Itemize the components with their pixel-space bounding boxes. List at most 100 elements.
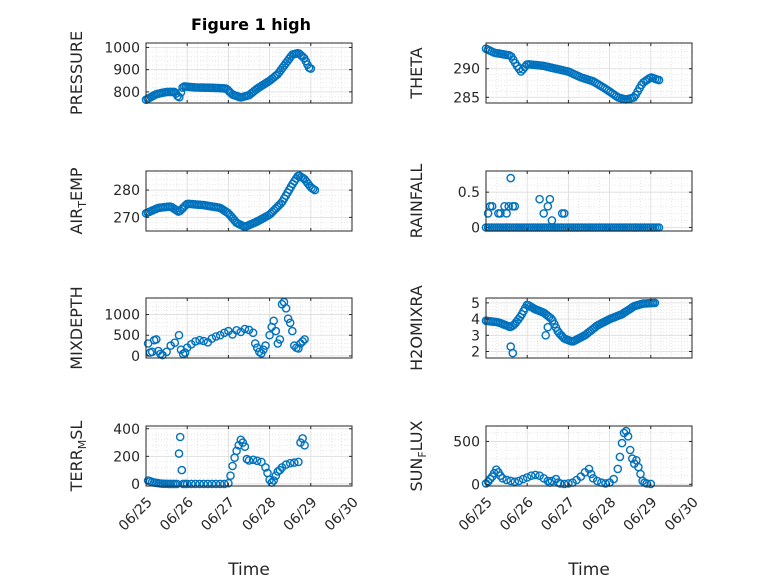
grid xyxy=(146,297,352,358)
data-point xyxy=(283,314,293,324)
data-point xyxy=(242,454,252,464)
data-point xyxy=(543,476,553,486)
data-point xyxy=(191,337,200,346)
y-axis-label-tail: SL xyxy=(67,421,86,440)
x-tick-label: 06/26 xyxy=(497,494,537,534)
y-tick-label: 270 xyxy=(113,210,140,226)
data-point xyxy=(560,209,569,218)
x-tick-label: 06/29 xyxy=(281,494,321,534)
data-point xyxy=(294,344,303,353)
axes-box xyxy=(145,297,353,359)
data-point xyxy=(211,479,221,489)
data-point xyxy=(518,474,528,484)
data-point xyxy=(240,324,250,334)
data-point xyxy=(584,464,594,474)
data-point xyxy=(545,194,555,204)
data-point xyxy=(506,173,516,183)
data-point xyxy=(527,471,536,481)
data-point xyxy=(504,201,514,211)
subplot-3: 270 280 AIRTEMP xyxy=(67,167,353,235)
data-point xyxy=(294,457,303,467)
data-point xyxy=(265,330,274,340)
y-axis-label: TERRMSL xyxy=(67,421,89,493)
data-point xyxy=(308,184,318,194)
data-point xyxy=(269,476,279,485)
data-point xyxy=(496,471,505,481)
y-axis-label-main: PRESSURE xyxy=(67,31,86,115)
y-axis-label-tail: EMP xyxy=(67,167,86,201)
data-point xyxy=(543,322,553,332)
data-point xyxy=(175,432,185,442)
data-point xyxy=(170,338,180,348)
y-axis-label: H2OMIXRA xyxy=(407,285,426,371)
x-axis-label: Time xyxy=(567,560,610,580)
data-point xyxy=(271,471,281,481)
data-point xyxy=(564,479,573,488)
data-point xyxy=(541,330,551,340)
data-point xyxy=(240,442,250,452)
y-axis-label-sub: M xyxy=(76,440,89,450)
subplot-7: 0 200 400 06/25 06/26 06/27 06/28 06/29 06/30 Tim… xyxy=(67,421,362,580)
data-point xyxy=(203,479,213,489)
data-point xyxy=(281,460,291,469)
data-point xyxy=(275,335,285,344)
data-point xyxy=(151,335,161,344)
data-series xyxy=(143,297,309,360)
data-point xyxy=(617,438,627,448)
y-tick-label: 900 xyxy=(113,63,140,79)
axes-box xyxy=(485,42,693,104)
y-tick-label: 0 xyxy=(471,477,480,493)
data-point xyxy=(232,325,241,335)
data-series xyxy=(481,426,656,489)
y-axis-label: AIRTEMP xyxy=(67,167,89,234)
y-tick-label: 285 xyxy=(453,90,480,106)
y-tick-label: 500 xyxy=(113,328,140,344)
data-point xyxy=(285,458,295,468)
data-point xyxy=(654,75,664,85)
y-tick-label: 2 xyxy=(471,345,480,361)
x-tick-label: 06/26 xyxy=(157,494,197,534)
data-series xyxy=(141,171,320,232)
y-tick-label: 0 xyxy=(471,220,480,236)
data-point xyxy=(211,332,221,341)
grid xyxy=(486,298,692,359)
y-tick-label: 5 xyxy=(471,296,480,312)
y-tick-label: 800 xyxy=(113,85,140,101)
data-point xyxy=(287,326,297,336)
data-point xyxy=(628,454,637,463)
data-series xyxy=(481,44,664,104)
data-point xyxy=(531,470,540,480)
subplot-1: 800 900 1000 PRESSURE xyxy=(67,31,353,115)
data-point xyxy=(261,341,270,350)
data-point xyxy=(539,209,549,218)
data-point xyxy=(300,440,309,450)
axes-box xyxy=(485,170,693,232)
data-point xyxy=(199,479,208,489)
y-axis-label: RAINFALL xyxy=(407,164,426,239)
axes-box xyxy=(485,425,693,487)
y-tick-label: 1000 xyxy=(104,40,140,56)
subplot-5: 0 500 1000 MIXDEPTH xyxy=(67,286,353,370)
grid xyxy=(146,42,352,103)
data-point xyxy=(248,328,258,338)
y-tick-label: 0.5 xyxy=(458,185,480,201)
x-tick-label: 06/28 xyxy=(580,494,620,534)
data-point xyxy=(609,474,619,484)
axes-box xyxy=(145,42,353,104)
data-point xyxy=(219,328,229,338)
data-point xyxy=(514,476,524,486)
data-point xyxy=(289,458,299,467)
data-point xyxy=(147,347,157,357)
y-axis-label: PRESSURE xyxy=(67,31,86,115)
x-axis-label: Time xyxy=(227,560,270,580)
figure-title: Figure 1 high xyxy=(191,15,311,34)
data-point xyxy=(621,426,631,436)
y-axis-label-tail: LUX xyxy=(407,420,426,451)
data-point xyxy=(174,449,184,458)
y-axis-label-main: RAINFALL xyxy=(407,164,426,239)
data-point xyxy=(226,471,235,481)
y-tick-label: 290 xyxy=(453,62,480,78)
data-point xyxy=(252,456,262,466)
